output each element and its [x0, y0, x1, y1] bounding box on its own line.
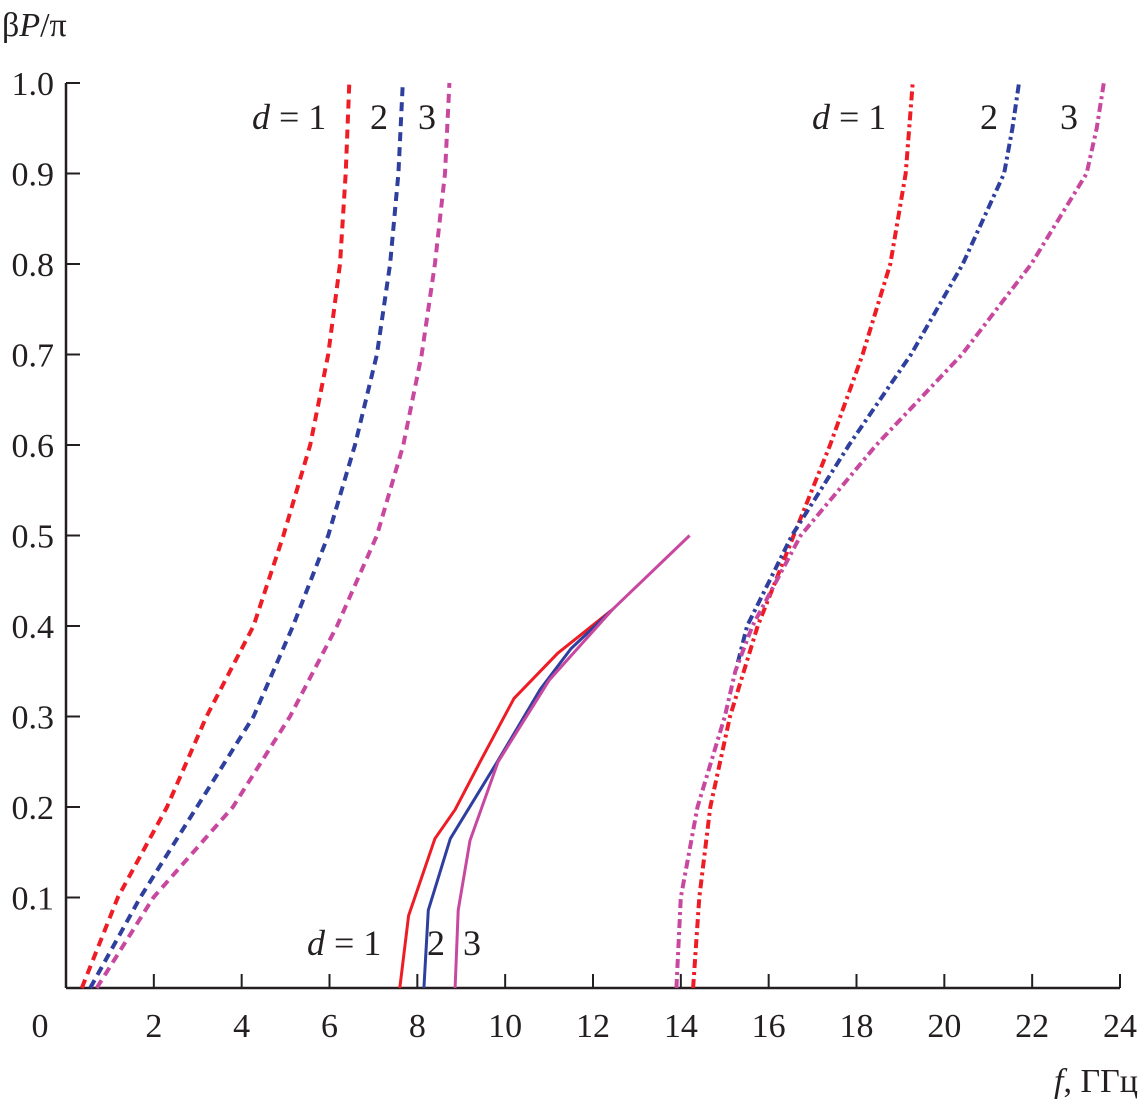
y-axis-label: βP/π — [2, 7, 67, 44]
x-tick-label: 8 — [409, 1008, 426, 1045]
x-tick-label: 12 — [576, 1008, 610, 1045]
x-tick-label: 6 — [321, 1008, 338, 1045]
curve-label-dashdot: 3 — [1060, 97, 1078, 137]
x-tick-label: 10 — [488, 1008, 522, 1045]
curve-label-solid: 2 — [427, 923, 445, 963]
series-solid-d3 — [453, 534, 691, 989]
x-tick-label: 24 — [1103, 1008, 1137, 1045]
series-group — [79, 82, 1106, 990]
y-tick-label: 0.6 — [12, 428, 55, 465]
curve-label-dashed: 2 — [370, 97, 388, 137]
y-tick-label: 0.5 — [12, 519, 55, 556]
curve-label-solid: 3 — [463, 923, 481, 963]
curve-label-dashdot: d = 1 — [812, 97, 886, 137]
x-tick-label: 14 — [664, 1008, 698, 1045]
x-tick-label: 2 — [145, 1008, 162, 1045]
series-dashed-d3 — [95, 82, 452, 990]
x-tick-label: 0 — [32, 1008, 49, 1045]
y-tick-label: 0.7 — [12, 338, 55, 375]
x-tick-label: 4 — [233, 1008, 250, 1045]
series-solid-d1 — [398, 608, 614, 989]
curve-label-dashdot: 2 — [980, 97, 998, 137]
x-tick-label: 20 — [927, 1008, 961, 1045]
series-dashed-d2 — [88, 82, 405, 989]
y-tick-label: 0.9 — [12, 157, 55, 194]
x-tick-label: 22 — [1015, 1008, 1049, 1045]
x-tick-label: 18 — [840, 1008, 874, 1045]
series-solid-d2 — [422, 608, 614, 989]
y-tick-label: 1.0 — [12, 66, 55, 103]
x-tick-label: 16 — [752, 1008, 786, 1045]
series-dashdot-d3 — [674, 82, 1106, 989]
y-tick-label: 0.8 — [12, 247, 55, 284]
x-axis-label: f, ГГц — [1054, 1063, 1138, 1099]
y-tick-label: 0.3 — [12, 700, 55, 737]
curve-label-solid: d = 1 — [307, 923, 381, 963]
y-tick-label: 0.1 — [12, 881, 55, 918]
y-tick-label: 0.4 — [12, 609, 55, 646]
series-dashdot-d1 — [691, 82, 915, 989]
axes: 0 2 4 6 8 10 12 14 16 18 20 22 240.10.20.30.40.50.60… — [12, 66, 1138, 1045]
curve-label-dashed: d = 1 — [252, 97, 326, 137]
series-dashdot-d2 — [735, 82, 1021, 663]
curve-label-dashed: 3 — [418, 97, 436, 137]
y-tick-label: 0.2 — [12, 790, 55, 827]
series-dashed-d1 — [79, 82, 352, 989]
